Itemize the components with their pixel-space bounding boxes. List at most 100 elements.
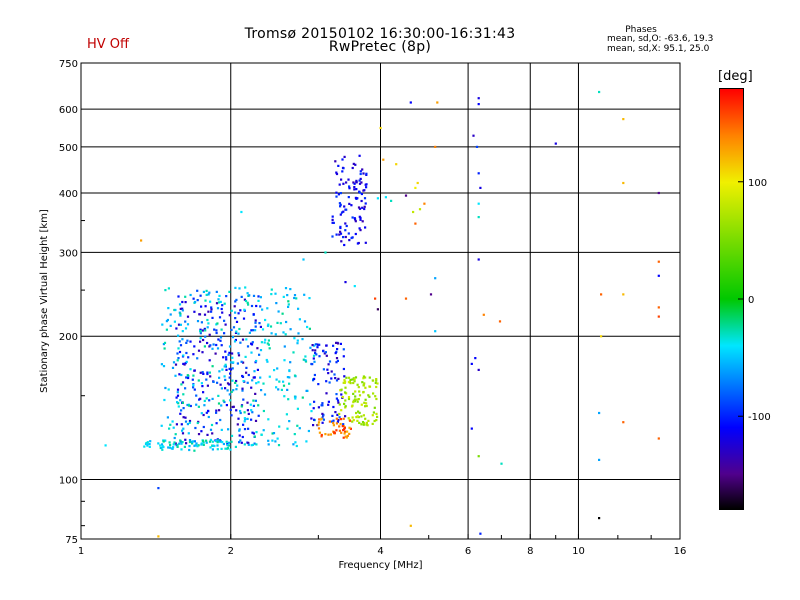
data-point xyxy=(184,301,187,304)
data-point xyxy=(622,293,625,296)
data-point xyxy=(199,328,202,331)
y-tick-label: 100 xyxy=(59,476,78,487)
data-point xyxy=(409,524,412,527)
data-point xyxy=(270,332,273,335)
data-point xyxy=(356,242,359,245)
data-point xyxy=(254,329,257,332)
data-point xyxy=(335,172,339,176)
data-point xyxy=(264,338,267,341)
data-point xyxy=(239,341,242,344)
data-point xyxy=(342,417,345,420)
data-point xyxy=(352,399,355,402)
data-point xyxy=(357,386,360,389)
data-point xyxy=(187,404,191,407)
data-point xyxy=(211,365,214,368)
data-point xyxy=(211,316,214,319)
data-point xyxy=(351,216,354,219)
data-point xyxy=(338,233,341,236)
data-point xyxy=(357,410,360,413)
data-point xyxy=(344,386,347,389)
data-point xyxy=(371,422,374,425)
data-point xyxy=(179,344,183,347)
data-point xyxy=(171,447,174,450)
data-point xyxy=(657,260,660,263)
data-point xyxy=(172,446,175,449)
data-point xyxy=(104,444,107,447)
data-point xyxy=(348,187,351,190)
data-point xyxy=(358,411,361,414)
data-point xyxy=(193,388,196,391)
data-point xyxy=(364,386,367,389)
data-point xyxy=(172,426,175,429)
data-point xyxy=(267,343,270,346)
data-point xyxy=(350,405,354,408)
data-point xyxy=(352,381,355,385)
data-point xyxy=(298,318,301,321)
data-point xyxy=(500,462,503,465)
data-point xyxy=(354,376,358,379)
data-point xyxy=(200,305,203,308)
data-point xyxy=(365,404,368,408)
data-point xyxy=(315,353,318,356)
data-point xyxy=(292,351,295,354)
data-point xyxy=(177,323,181,326)
data-point xyxy=(181,381,185,384)
data-point xyxy=(254,321,257,324)
colorbar-tick-label: -100 xyxy=(748,412,771,423)
data-point xyxy=(226,444,229,447)
colorbar-unit: [deg] xyxy=(718,69,753,84)
data-point xyxy=(209,375,212,378)
data-point xyxy=(312,407,315,410)
data-point xyxy=(355,179,358,182)
data-point xyxy=(310,417,313,420)
data-point xyxy=(184,327,188,330)
data-point xyxy=(227,353,230,356)
y-tick-label: 400 xyxy=(59,189,78,200)
data-point xyxy=(228,290,231,293)
data-point xyxy=(367,419,370,422)
data-point xyxy=(229,361,233,364)
data-point xyxy=(354,163,357,166)
data-point xyxy=(338,403,341,406)
data-point xyxy=(266,307,269,310)
data-point xyxy=(363,401,366,404)
data-point xyxy=(325,380,328,383)
data-point xyxy=(364,226,367,229)
data-point xyxy=(166,416,169,419)
data-point xyxy=(234,311,237,314)
data-point xyxy=(140,239,143,242)
data-point xyxy=(321,402,324,405)
data-point xyxy=(288,382,291,385)
data-point xyxy=(180,448,183,451)
data-point xyxy=(207,409,210,412)
data-point xyxy=(205,411,208,414)
data-point xyxy=(338,202,341,205)
data-point xyxy=(296,407,299,410)
data-point xyxy=(253,376,256,379)
data-point xyxy=(340,178,343,181)
data-point xyxy=(184,438,187,441)
data-point xyxy=(418,208,422,211)
data-point xyxy=(211,347,214,350)
data-point xyxy=(314,349,317,352)
data-point xyxy=(215,323,218,326)
data-point xyxy=(229,368,233,371)
data-point xyxy=(360,192,363,196)
data-point xyxy=(313,418,316,421)
data-point xyxy=(298,427,301,430)
data-point xyxy=(414,186,417,189)
data-point xyxy=(223,332,226,335)
data-point xyxy=(189,293,192,297)
data-point xyxy=(261,308,264,311)
data-point xyxy=(203,345,206,348)
colorbar-tick-label: 0 xyxy=(748,295,754,306)
data-point xyxy=(362,384,365,387)
data-point xyxy=(313,373,316,377)
data-point xyxy=(192,384,195,387)
data-point xyxy=(376,415,379,418)
data-point xyxy=(200,442,203,445)
data-point xyxy=(162,440,165,443)
data-point xyxy=(335,393,338,396)
data-point xyxy=(228,376,231,379)
data-point xyxy=(353,188,356,191)
